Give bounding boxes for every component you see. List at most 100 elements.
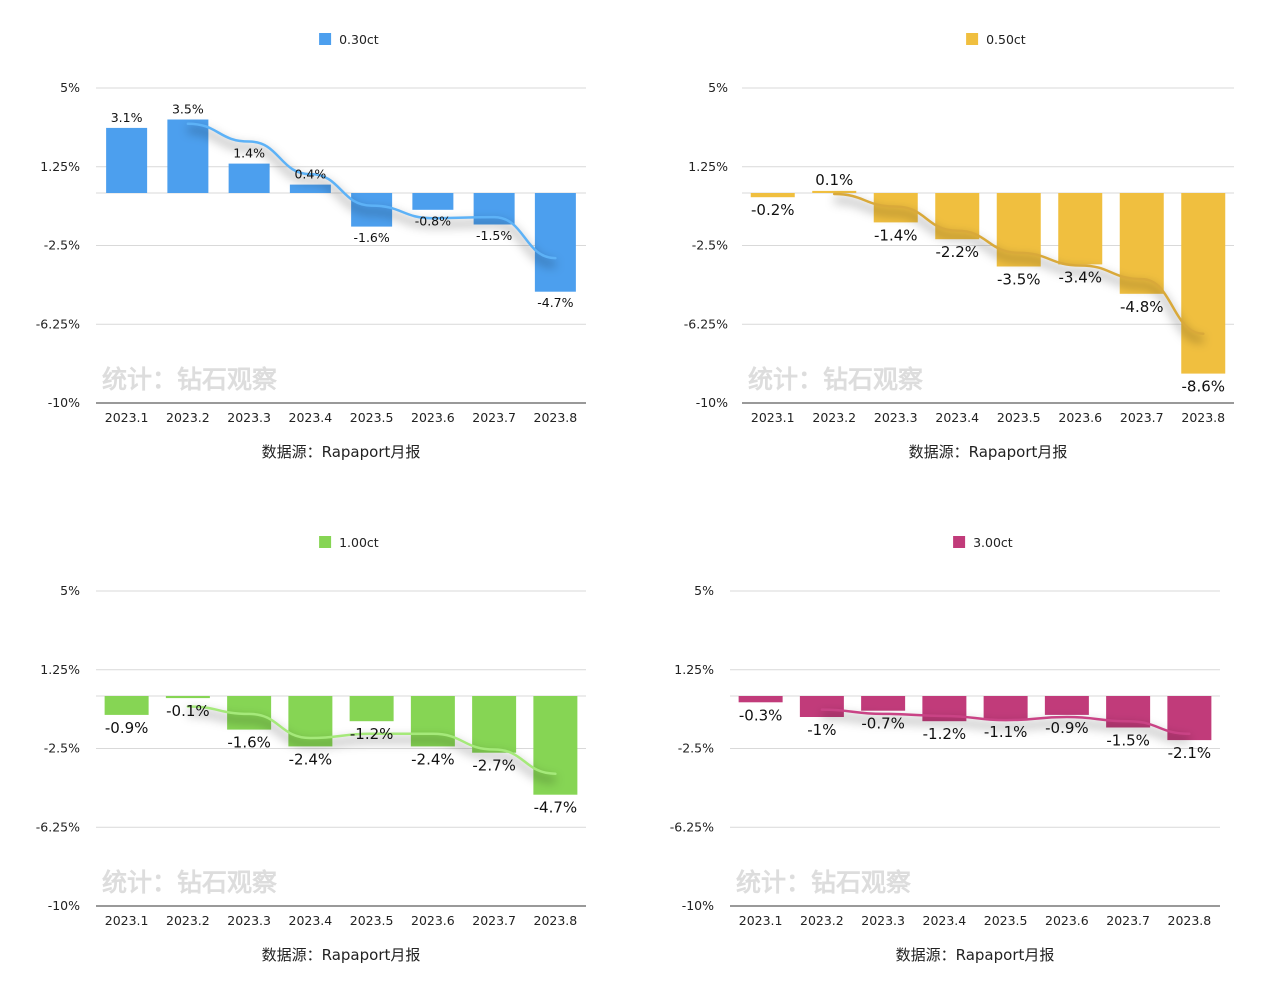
chart-300ct: 5% 1.25% -2.5% -6.25% -10% 统计：钻石观察 3.00ct -0.3%…	[670, 535, 1220, 964]
x-tick-label: 2023.3	[861, 913, 905, 928]
source-note: 数据源：Rapaport月报	[909, 443, 1068, 461]
x-tick-label: 2023.8	[1181, 410, 1225, 425]
data-label: 0.4%	[294, 167, 326, 182]
data-label: -1.2%	[350, 725, 394, 743]
data-label: -2.4%	[289, 750, 333, 768]
x-tick-label: 2023.7	[1106, 913, 1150, 928]
x-tick-label: 2023.8	[1168, 913, 1212, 928]
legend-swatch	[319, 33, 332, 45]
x-tick-label: 2023.6	[1045, 913, 1089, 928]
watermark: 统计：钻石观察	[102, 365, 278, 394]
trendline-shadow	[834, 197, 1204, 343]
y-tick-label: 1.25%	[688, 159, 728, 174]
source-note: 数据源：Rapaport月报	[262, 946, 421, 964]
data-label: -3.5%	[997, 271, 1041, 289]
data-label: -0.9%	[105, 719, 149, 737]
x-tick-label: 2023.5	[350, 913, 394, 928]
x-tick-label: 2023.8	[534, 410, 578, 425]
y-tick-label: -6.25%	[670, 819, 714, 834]
bar	[1044, 696, 1089, 715]
x-tick-label: 2023.2	[166, 913, 210, 928]
data-label: -3.4%	[1058, 268, 1102, 286]
y-tick-label: 5%	[60, 583, 80, 598]
bar	[289, 184, 331, 193]
x-tick-label: 2023.2	[812, 410, 856, 425]
watermark: 统计：钻石观察	[736, 868, 912, 897]
chart-panel-4: 5% 1.25% -2.5% -6.25% -10% 统计：钻石观察 3.00ct -0.3%…	[634, 503, 1268, 993]
chart-100ct: 5% 1.25% -2.5% -6.25% -10% 统计：钻石观察 1.00ct -0.9%…	[36, 535, 586, 964]
data-label: 1.4%	[233, 146, 265, 161]
bar	[104, 696, 149, 715]
y-tick-label: 5%	[60, 80, 80, 95]
data-label: -0.3%	[739, 706, 783, 724]
chart-panel-2: 5% 1.25% -2.5% -6.25% -10% 统计：钻石观察 0.50ct -0.2%…	[634, 0, 1268, 490]
legend-label: 1.00ct	[339, 535, 379, 550]
x-tick-label: 2023.7	[1120, 410, 1164, 425]
legend-swatch	[953, 536, 966, 548]
chart-panel-1: 5% 1.25% -2.5% -6.25% -10% 统计：钻石观察 0.30ct 3.1% 3…	[0, 0, 634, 490]
data-label: 3.5%	[172, 102, 204, 117]
y-tick-label: 1.25%	[674, 662, 714, 677]
y-tick-label: 1.25%	[40, 159, 80, 174]
trendline-shadow	[187, 126, 556, 268]
data-label: -1%	[807, 721, 836, 739]
y-tick-label: -6.25%	[36, 316, 80, 331]
bar	[861, 696, 906, 711]
chart-050ct: 5% 1.25% -2.5% -6.25% -10% 统计：钻石观察 0.50ct -0.2%…	[684, 32, 1234, 461]
source-note: 数据源：Rapaport月报	[896, 946, 1055, 964]
x-tick-label: 2023.1	[105, 410, 149, 425]
bar	[472, 696, 517, 753]
data-label: -0.9%	[1045, 719, 1089, 737]
x-tick-label: 2023.1	[105, 913, 149, 928]
legend-label: 3.00ct	[973, 535, 1013, 550]
x-tick-label: 2023.5	[997, 410, 1041, 425]
y-tick-label: -10%	[48, 395, 80, 410]
x-tick-label: 2023.3	[874, 410, 918, 425]
bar	[349, 696, 394, 722]
data-label: -1.2%	[923, 725, 967, 743]
watermark: 统计：钻石观察	[748, 365, 924, 394]
x-tick-label: 2023.6	[411, 913, 455, 928]
bar	[799, 696, 844, 717]
data-label: -0.8%	[415, 213, 451, 228]
x-tick-label: 2023.6	[1058, 410, 1102, 425]
y-tick-label: -2.5%	[44, 238, 80, 253]
watermark: 统计：钻石观察	[102, 868, 278, 897]
data-label: -1.1%	[984, 723, 1028, 741]
source-note: 数据源：Rapaport月报	[262, 443, 421, 461]
data-label: 3.1%	[111, 110, 143, 125]
data-label: -0.1%	[166, 702, 210, 720]
bar	[228, 163, 270, 193]
bar	[1058, 193, 1103, 265]
bar	[1181, 193, 1226, 374]
y-tick-label: -2.5%	[692, 238, 728, 253]
x-tick-label: 2023.6	[411, 410, 455, 425]
x-tick-label: 2023.5	[350, 410, 394, 425]
trendline	[820, 708, 1191, 736]
trendline	[186, 705, 557, 775]
bar	[738, 696, 783, 703]
x-tick-label: 2023.7	[472, 410, 516, 425]
legend-swatch	[319, 536, 332, 548]
x-tick-label: 2023.5	[984, 913, 1028, 928]
legend-label: 0.30ct	[339, 32, 379, 47]
x-tick-label: 2023.8	[534, 913, 578, 928]
data-label: -4.7%	[534, 799, 578, 817]
data-label: -2.2%	[935, 243, 979, 261]
data-label: -2.4%	[411, 750, 455, 768]
x-tick-label: 2023.4	[935, 410, 979, 425]
y-tick-label: -10%	[696, 395, 728, 410]
y-tick-label: -2.5%	[678, 741, 714, 756]
bar	[165, 696, 210, 699]
trendline	[833, 192, 1205, 335]
x-tick-label: 2023.3	[227, 410, 271, 425]
y-tick-label: 5%	[694, 583, 714, 598]
data-label: -1.6%	[353, 230, 389, 245]
bar	[750, 193, 795, 198]
y-tick-label: -2.5%	[44, 741, 80, 756]
x-tick-label: 2023.3	[227, 913, 271, 928]
data-label: -2.7%	[472, 757, 516, 775]
legend-swatch	[966, 33, 979, 45]
bar	[534, 193, 576, 292]
x-tick-label: 2023.4	[289, 913, 333, 928]
